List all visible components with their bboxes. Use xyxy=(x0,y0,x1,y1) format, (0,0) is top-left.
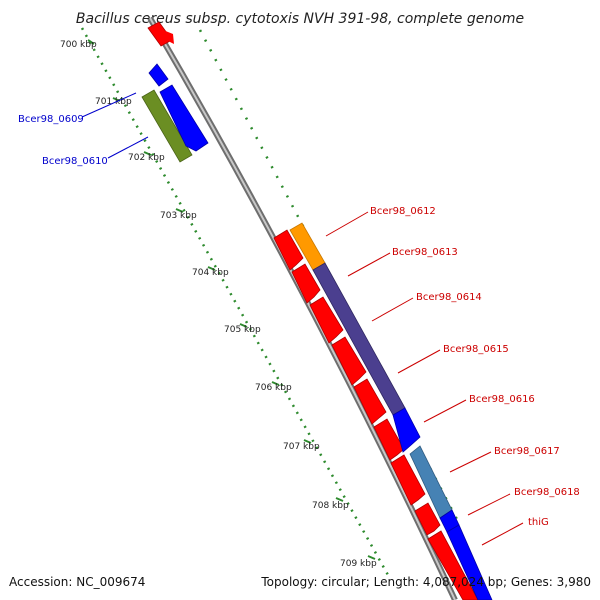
gene-feature-small-blue xyxy=(148,63,169,87)
gene-feature-bcer98-0609 xyxy=(141,89,193,163)
gene-label-bcer98-0617[interactable]: Bcer98_0617 xyxy=(494,446,560,457)
leader-line-bcer98-0615 xyxy=(397,349,441,374)
gene-feature-thig xyxy=(446,524,493,600)
tick-mark xyxy=(335,497,344,502)
forward-gene-chain xyxy=(273,229,479,600)
gene-label-bcer98-0615[interactable]: Bcer98_0615 xyxy=(443,344,509,355)
genome-summary-text: Topology: circular; Length: 4,087,024 bp… xyxy=(260,575,591,589)
genome-backbone-highlight xyxy=(149,17,456,600)
kbp-label-703: 703 kbp xyxy=(160,211,197,221)
tick-mark xyxy=(303,439,312,444)
leader-line-bcer98-0616 xyxy=(423,399,467,423)
tick-mark xyxy=(207,266,216,271)
leader-line-thig xyxy=(481,522,524,546)
gene-label-bcer98-0613[interactable]: Bcer98_0613 xyxy=(392,247,458,258)
kbp-label-708: 708 kbp xyxy=(312,501,349,511)
gene-feature-red-2 xyxy=(291,263,321,304)
gene-labels: Bcer98_0609 Bcer98_0610 Bcer98_0612 Bcer… xyxy=(18,114,580,528)
kbp-label-709: 709 kbp xyxy=(340,559,377,569)
gene-feature-top-partial-tip xyxy=(163,30,174,44)
leader-line-bcer98-0612 xyxy=(325,211,369,237)
accession-text: Accession: NC_009674 xyxy=(9,575,145,589)
kbp-ticks xyxy=(87,39,376,560)
leader-line-bcer98-0609 xyxy=(81,92,137,118)
gene-feature-red-7 xyxy=(390,454,426,506)
leader-line-bcer98-0614 xyxy=(371,297,414,322)
tick-mark xyxy=(271,381,280,386)
leader-lines xyxy=(81,92,524,546)
gene-label-bcer98-0618[interactable]: Bcer98_0618 xyxy=(514,487,580,498)
feature-track xyxy=(289,222,493,600)
gene-label-bcer98-0609[interactable]: Bcer98_0609 xyxy=(18,114,84,125)
gene-feature-red-5 xyxy=(353,378,387,425)
kbp-label-704: 704 kbp xyxy=(192,268,229,278)
tick-mark xyxy=(175,208,184,213)
gene-label-bcer98-0610[interactable]: Bcer98_0610 xyxy=(42,156,108,167)
gene-feature-bcer98-0610 xyxy=(159,84,209,152)
leader-line-bcer98-0610 xyxy=(107,136,149,159)
leader-line-bcer98-0613 xyxy=(347,252,391,277)
gene-label-thig[interactable]: thiG xyxy=(528,517,549,528)
kbp-label-707: 707 kbp xyxy=(283,442,320,452)
tick-mark xyxy=(87,39,95,45)
genome-backbone xyxy=(147,16,458,600)
gene-feature-red-9 xyxy=(427,530,479,600)
gene-label-bcer98-0614[interactable]: Bcer98_0614 xyxy=(416,292,482,303)
kbp-label-705: 705 kbp xyxy=(224,325,261,335)
map-title: Bacillus cereus subsp. cytotoxis NVH 391… xyxy=(76,11,524,27)
kbp-labels: 700 kbp 701 kbp 702 kbp 703 kbp 704 kbp … xyxy=(60,40,377,569)
gene-feature-red-4 xyxy=(331,336,367,386)
kbp-label-700: 700 kbp xyxy=(60,40,97,50)
gene-feature-red-3 xyxy=(309,296,344,344)
tick-mark xyxy=(239,323,248,328)
inner-tick-track xyxy=(80,27,390,576)
gene-feature-bcer98-0616 xyxy=(392,407,421,453)
tick-mark xyxy=(143,151,152,156)
kbp-label-706: 706 kbp xyxy=(255,383,292,393)
kbp-label-702: 702 kbp xyxy=(128,153,165,163)
gene-label-bcer98-0616[interactable]: Bcer98_0616 xyxy=(469,394,535,405)
gene-label-bcer98-0612[interactable]: Bcer98_0612 xyxy=(370,206,436,217)
kbp-label-701: 701 kbp xyxy=(95,97,132,107)
leader-line-bcer98-0617 xyxy=(449,451,492,473)
gene-feature-red-6 xyxy=(373,418,405,461)
gene-feature-red-8 xyxy=(414,502,441,536)
leader-line-bcer98-0618 xyxy=(467,493,511,516)
tick-mark xyxy=(367,555,376,560)
gene-feature-red-1 xyxy=(273,229,304,271)
